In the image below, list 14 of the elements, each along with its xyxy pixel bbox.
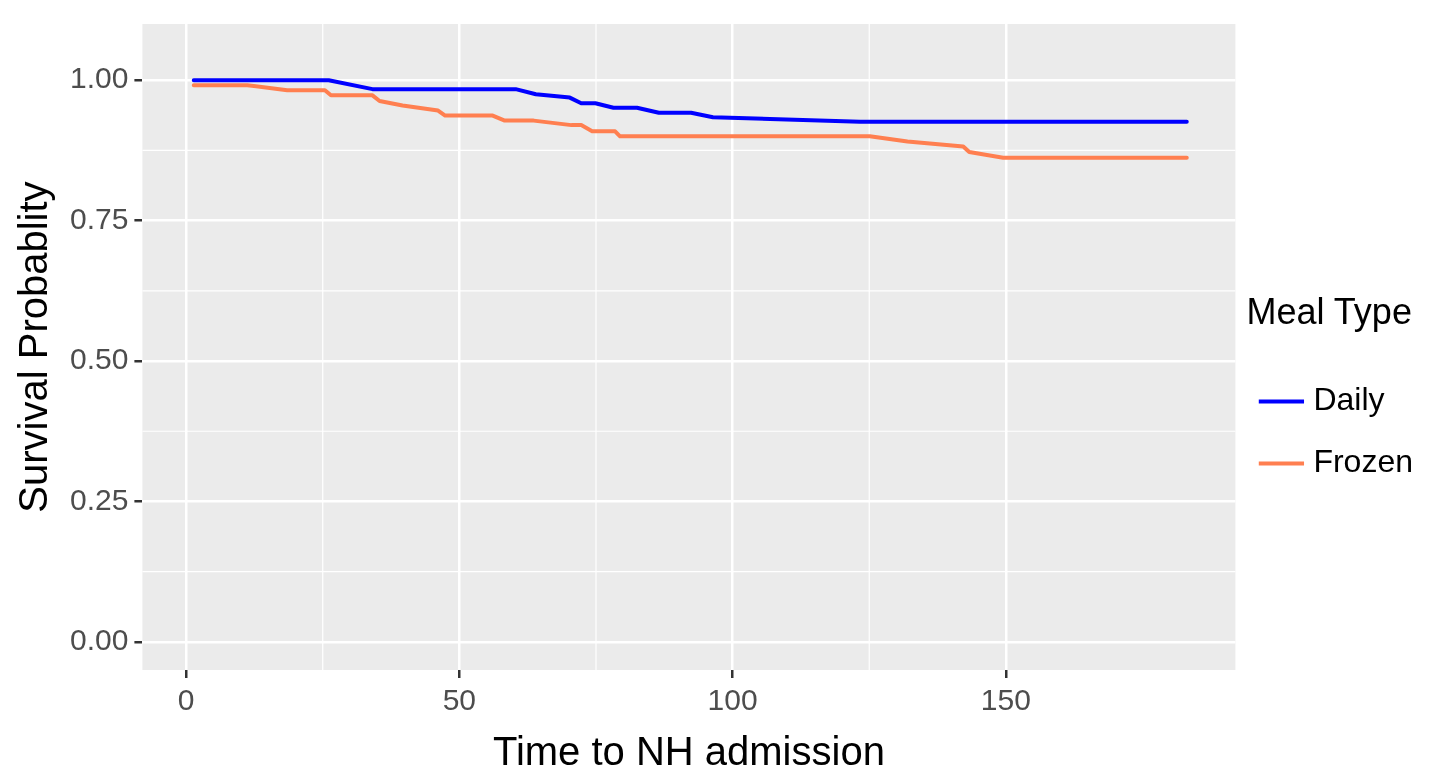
x-tick-label: 50 [442,683,477,717]
x-axis-title: Time to NH admission [492,729,885,774]
x-tick-label: 150 [980,683,1031,717]
y-tick-label: 0.25 [70,482,129,516]
y-axis-title: Survival Probablity [11,181,56,513]
legend-label: Daily [1313,381,1385,418]
y-tick-label: 0.00 [70,623,129,657]
x-tick-label: 100 [707,683,758,717]
y-tick-label: 0.50 [70,342,129,376]
legend-title: Meal Type [1246,291,1412,333]
y-tick-label: 0.75 [70,201,129,235]
y-tick-label: 1.00 [70,61,129,95]
legend-label: Frozen [1313,443,1413,480]
x-tick-label: 0 [177,683,195,717]
